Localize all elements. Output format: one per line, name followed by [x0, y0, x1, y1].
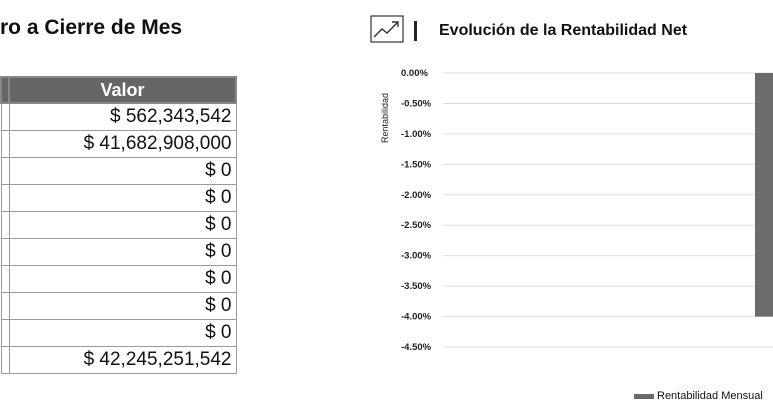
bar: [755, 73, 773, 317]
value-cell: $ 0: [8, 184, 237, 212]
y-tick-label: -4.00%: [401, 312, 432, 323]
row-stub-cell: [0, 157, 10, 185]
y-tick-label: 0.00%: [401, 68, 428, 79]
row-stub-cell: [0, 130, 10, 158]
row-stub-cell: [0, 102, 10, 131]
row-stub-cell: [0, 265, 10, 293]
row-stub-cell: [0, 211, 10, 239]
y-tick-label: -3.00%: [401, 251, 432, 262]
table-title: ro a Cierre de Mes: [0, 16, 183, 39]
value-cell: $ 0: [8, 157, 237, 185]
y-tick-label: -3.50%: [401, 281, 432, 292]
value-cell: $ 42,245,251,542: [8, 346, 237, 374]
y-tick-label: -1.00%: [401, 129, 432, 140]
table-row: $ 41,682,908,000: [0, 130, 237, 158]
row-stub-cell: [0, 184, 10, 212]
chart-legend: Rentabilidad Mensual: [634, 390, 763, 402]
row-stub-cell: [0, 292, 10, 320]
value-cell: $ 0: [8, 238, 237, 266]
table-row: $ 42,245,251,542: [0, 346, 237, 374]
table-row: $ 0: [0, 319, 237, 347]
title-separator: [414, 21, 417, 41]
table-header-row: Valor: [0, 76, 237, 104]
value-cell: $ 562,343,542: [8, 102, 237, 131]
table-row: $ 562,343,542: [0, 102, 237, 131]
value-cell: $ 41,682,908,000: [8, 130, 237, 158]
table-row: $ 0: [0, 157, 237, 185]
row-stub-cell: [0, 238, 10, 266]
value-cell: $ 0: [8, 319, 237, 347]
value-table: Valor $ 562,343,542 $ 41,682,908,000 $ 0…: [0, 76, 237, 374]
chart-title: Evolución de la Rentabilidad Net: [439, 22, 688, 39]
value-cell: $ 0: [8, 292, 237, 320]
legend-swatch: [634, 393, 654, 399]
header-stub-cell: [0, 76, 10, 104]
y-tick-label: -1.50%: [401, 159, 432, 170]
table-row: $ 0: [0, 292, 237, 320]
trend-chart-icon: [370, 14, 404, 48]
y-tick-label: -2.50%: [401, 220, 432, 231]
y-tick-label: -0.50%: [401, 98, 432, 109]
row-stub-cell: [0, 319, 10, 347]
table-row: $ 0: [0, 238, 237, 266]
legend-label: Rentabilidad Mensual: [657, 390, 763, 402]
y-axis-label: Rentabilidad: [380, 93, 390, 143]
chart-header: Evolución de la Rentabilidad Net: [370, 14, 687, 48]
value-cell: $ 0: [8, 211, 237, 239]
table-row: $ 0: [0, 265, 237, 293]
table-row: $ 0: [0, 184, 237, 212]
y-tick-label: -2.00%: [401, 190, 432, 201]
column-header-valor: Valor: [8, 76, 237, 104]
rentabilidad-chart: 0.00% -0.50% -1.00% -1.50% -2.00% -2.50% -3.00…: [380, 68, 773, 353]
y-tick-label: -4.50%: [401, 342, 432, 353]
value-cell: $ 0: [8, 265, 237, 293]
table-row: $ 0: [0, 211, 237, 239]
row-stub-cell: [0, 346, 10, 374]
